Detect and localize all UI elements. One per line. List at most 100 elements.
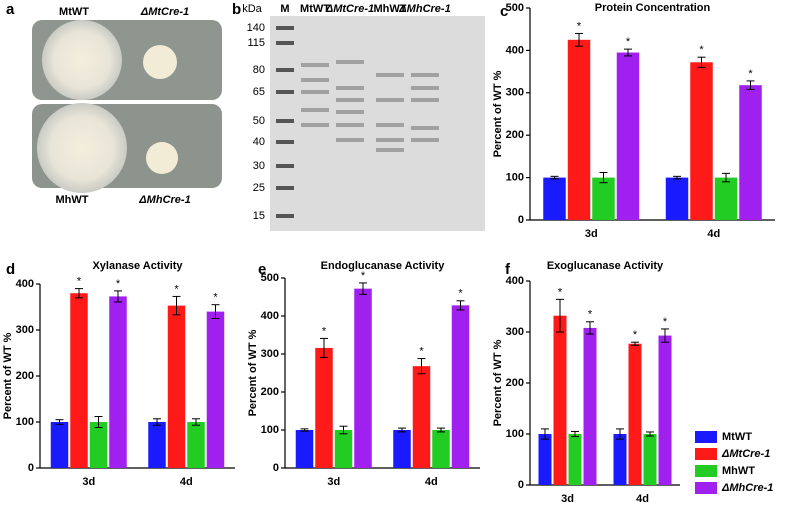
bar-chart: e Endoglucanase Activity Percent of WT % 0 1… <box>247 260 480 488</box>
y-tick-label: 100 <box>16 416 34 428</box>
gel-band <box>336 60 364 64</box>
gel-band <box>411 73 439 77</box>
ladder-band <box>276 186 294 190</box>
bar <box>432 430 450 468</box>
bar <box>354 288 372 468</box>
lane-label: MhWT <box>374 3 407 15</box>
bar <box>592 177 615 220</box>
bar <box>148 422 166 468</box>
y-tick-label: 300 <box>16 324 34 336</box>
y-tick-label: 0 <box>518 214 524 226</box>
significance-mark: * <box>558 286 563 298</box>
error-bar <box>94 415 103 429</box>
legend-swatch <box>695 465 717 477</box>
y-axis-label: Percent of WT % <box>2 332 14 419</box>
significance-mark: * <box>699 44 704 56</box>
bar <box>616 52 640 220</box>
gel-band <box>336 110 364 114</box>
bar <box>739 85 762 220</box>
bar <box>714 177 738 220</box>
x-tick-label: 4d <box>425 476 438 488</box>
ladder-band <box>276 164 294 168</box>
y-tick-label: 400 <box>261 310 279 322</box>
ladder-band <box>276 140 294 144</box>
x-tick-label: 3d <box>585 228 598 240</box>
panel-letter: c <box>500 3 508 20</box>
y-tick-label: 400 <box>506 44 524 56</box>
panel-letter: d <box>6 261 15 278</box>
legend-swatch <box>695 448 717 460</box>
gel-band <box>411 98 439 102</box>
error-bar <box>556 298 564 333</box>
gel-band <box>301 108 329 112</box>
bar <box>628 343 642 485</box>
bar <box>643 434 657 485</box>
error-bar <box>75 288 83 299</box>
significance-mark: * <box>626 36 631 48</box>
ladder-label: 80 <box>253 64 265 76</box>
ladder-band <box>276 26 294 30</box>
ladder-label: 65 <box>253 86 265 98</box>
bar <box>583 327 597 485</box>
error-bar <box>571 430 579 438</box>
bar <box>658 335 672 485</box>
gel-band <box>411 138 439 142</box>
error-bar <box>320 337 328 358</box>
y-axis-label: Percent of WT % <box>492 70 504 157</box>
bar <box>50 422 69 468</box>
y-tick-label: 100 <box>506 428 524 440</box>
chart-title: Xylanase Activity <box>92 260 183 272</box>
x-tick-label: 4d <box>180 476 193 488</box>
error-bar <box>541 428 549 440</box>
significance-mark: * <box>322 325 327 337</box>
bar <box>538 434 552 485</box>
bar <box>553 315 567 485</box>
error-bar <box>192 418 200 426</box>
error-bar <box>616 428 624 440</box>
bar <box>543 177 566 220</box>
y-tick-label: 200 <box>261 386 279 398</box>
ladder-band <box>276 119 294 123</box>
bar <box>109 296 127 468</box>
error-bar <box>631 341 639 346</box>
y-tick-label: 300 <box>261 348 279 360</box>
error-bar <box>339 425 348 435</box>
legend-swatch <box>695 482 717 494</box>
gel-band <box>376 98 404 102</box>
ladder-band <box>276 214 294 218</box>
bar <box>665 177 689 220</box>
y-tick-label: 200 <box>506 377 524 389</box>
lane-label: M <box>280 3 289 15</box>
strain-label: MhWT <box>56 194 89 206</box>
gel-band <box>336 138 364 142</box>
gel-band <box>376 138 404 142</box>
y-tick-label: 0 <box>518 479 524 491</box>
y-tick-label: 400 <box>506 275 524 287</box>
ladder-label: 50 <box>253 115 265 127</box>
colony <box>143 45 177 79</box>
error-bar <box>359 282 367 295</box>
chart-title: Endoglucanase Activity <box>321 260 446 272</box>
x-tick-label: 3d <box>327 476 340 488</box>
strain-label: MtWT <box>59 6 89 18</box>
x-tick-label: 3d <box>82 476 95 488</box>
bar <box>334 430 353 468</box>
error-bar <box>300 428 309 432</box>
gel-band <box>411 86 439 90</box>
gel-band <box>336 98 364 102</box>
chart-title: Exoglucanase Activity <box>547 260 664 272</box>
panel-letter: a <box>6 1 15 18</box>
error-bar <box>646 431 654 437</box>
bar-chart: d Xylanase Activity Percent of WT % 0 100 200… <box>2 260 235 488</box>
x-tick-label: 4d <box>707 228 720 240</box>
gel-band <box>376 73 404 77</box>
legend: MtWT ΔMtCre-1 MhWT ΔMhCre-1 <box>695 431 773 494</box>
bar <box>167 305 186 468</box>
gel-band <box>301 123 329 127</box>
y-tick-label: 300 <box>506 326 524 338</box>
bar <box>206 311 225 468</box>
lane-label: ΔMtCre-1 <box>325 3 374 15</box>
colony <box>42 20 122 100</box>
